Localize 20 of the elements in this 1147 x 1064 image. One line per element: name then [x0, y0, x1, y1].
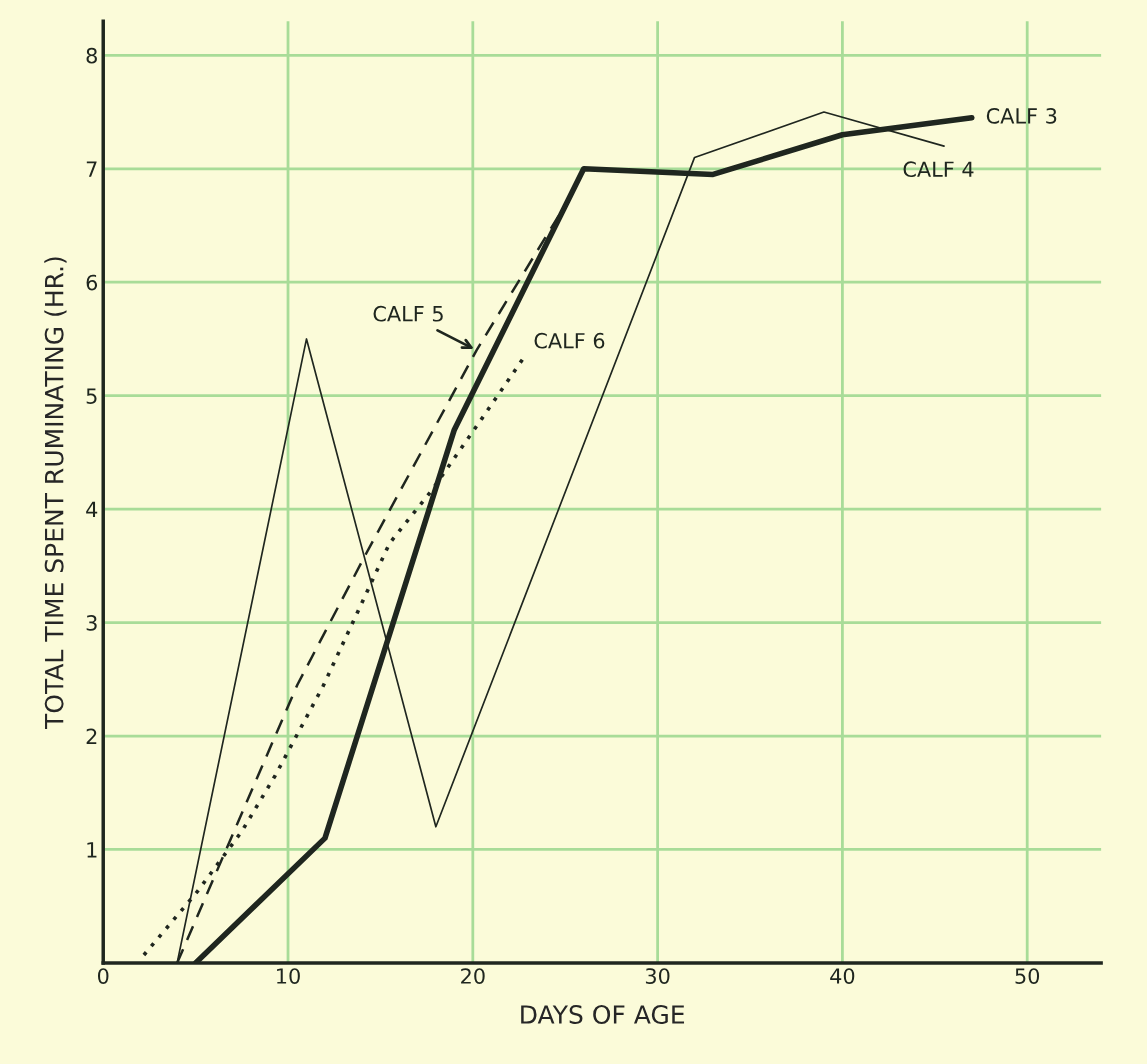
text: CALF 5 [373, 305, 443, 322]
x-axis-title: DAYS OF AGE [521, 1005, 685, 1024]
y-tick-label: 6 [86, 274, 98, 291]
y-tick-label: 1 [87, 842, 97, 858]
y-tick-label: 5 [86, 388, 97, 404]
x-tick-label: 30 [645, 968, 670, 984]
y-tick-label: 8 [86, 47, 97, 64]
y-tick-label: 3 [86, 615, 97, 631]
series-label: CALF 6 [534, 332, 605, 349]
x-tick-label: 10 [277, 968, 300, 984]
y-axis-title: TOTAL TIME SPENT RUMINATING (HR.) [44, 257, 67, 730]
series-label: CALF 4 [903, 161, 974, 178]
x-tick-label: 50 [1015, 968, 1040, 984]
y-tick-label: 2 [86, 728, 97, 744]
y-tick-label: 7 [86, 161, 97, 177]
x-tick-label: 40 [830, 968, 855, 984]
x-tick-label: 20 [461, 968, 485, 984]
series-label: CALF 3 [986, 108, 1057, 124]
y-tick-label: 4 [86, 501, 98, 518]
x-tick-label: 0 [97, 968, 109, 984]
